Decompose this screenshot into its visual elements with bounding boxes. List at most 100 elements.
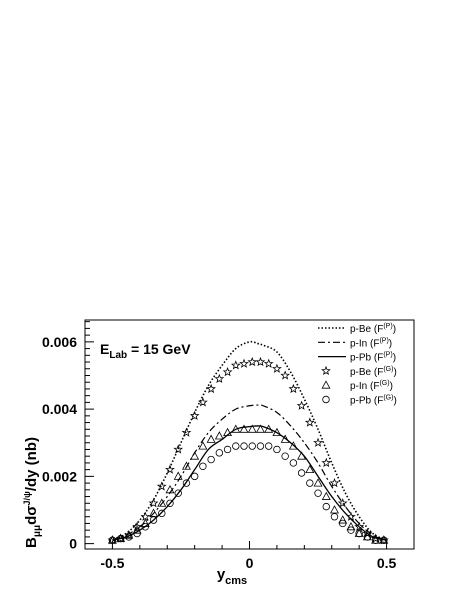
y-axis-label: BμμdσJ/ψ/dy (nb) (22, 437, 43, 548)
data-point (363, 533, 372, 541)
data-point (182, 479, 191, 487)
data-point (354, 521, 365, 531)
x-axis-label: ycms (217, 566, 247, 587)
data-point (346, 511, 356, 521)
y-tick-label: 0.002 (42, 468, 77, 484)
data-point (140, 511, 151, 521)
data-point (288, 383, 299, 394)
legend-marker-swatch (321, 365, 331, 376)
data-point (158, 509, 166, 518)
data-point (255, 356, 266, 367)
data-point (214, 373, 225, 383)
y-tick-label: 0.006 (42, 334, 77, 350)
data-point (321, 457, 332, 468)
legend-item: p-Be (F(P)) (318, 323, 396, 335)
legend: p-Be (F(P)) p-In (F(P)) p-Pb (F(P)) p-Be (F… (318, 323, 397, 407)
series-0 (112, 340, 387, 541)
data-point (198, 441, 208, 450)
data-point (306, 479, 314, 487)
legend-item: p-In (F(G)) (321, 380, 393, 392)
data-point (264, 424, 274, 433)
data-point (190, 451, 200, 460)
legend-label: p-In (F(P)) (350, 337, 392, 349)
series-line-0 (112, 340, 387, 541)
data-point (174, 489, 182, 497)
data-point (281, 452, 289, 460)
legend-label: p-Be (F(P)) (350, 323, 396, 335)
data-point (215, 449, 224, 457)
series-line-2 (112, 425, 387, 541)
data-point (232, 442, 240, 450)
data-point (355, 529, 363, 538)
series-layer (107, 340, 389, 545)
data-point (125, 533, 133, 541)
legend-label: p-Pb (F(P)) (350, 352, 396, 364)
data-point (305, 464, 315, 474)
y-tick-label: 0 (69, 536, 77, 552)
x-tick-label: 0 (246, 555, 254, 571)
data-point (199, 462, 207, 470)
data-point (380, 536, 388, 544)
data-point (321, 491, 331, 500)
data-point (339, 519, 347, 528)
data-point (207, 455, 215, 464)
series-1 (112, 404, 387, 541)
data-point (132, 525, 142, 534)
data-point (240, 442, 248, 450)
data-point (329, 477, 340, 488)
legend-label: p-Pb (F(G)) (350, 395, 397, 407)
series-2 (112, 425, 387, 541)
data-point (231, 424, 241, 433)
data-point (273, 445, 281, 454)
data-point (256, 442, 265, 450)
series-3 (107, 356, 389, 545)
data-point (108, 536, 117, 544)
legend-item: p-Pb (F(P)) (318, 352, 396, 364)
data-point (314, 489, 322, 497)
data-point (272, 363, 282, 373)
data-point (362, 528, 373, 538)
data-point (297, 469, 306, 477)
data-point (247, 424, 257, 433)
data-point (288, 441, 298, 450)
data-point (206, 383, 216, 394)
data-point (214, 431, 224, 440)
data-point (346, 521, 356, 531)
data-point (181, 461, 191, 470)
data-point (330, 513, 339, 521)
y-tick-label: 0.004 (42, 401, 77, 417)
data-point (247, 356, 258, 367)
data-point (156, 481, 167, 491)
series-4 (107, 424, 389, 544)
data-point (173, 444, 184, 454)
data-point (239, 358, 249, 368)
data-point (313, 478, 323, 487)
data-point (141, 523, 150, 531)
data-point (173, 471, 183, 480)
data-point (223, 427, 233, 437)
data-point (313, 437, 323, 447)
legend-item: p-In (F(P)) (318, 337, 392, 349)
data-point (222, 366, 233, 377)
data-point (371, 536, 380, 544)
energy-annotation: ELab = 15 GeV (100, 341, 191, 361)
legend-label: p-Be (F(G)) (350, 366, 397, 378)
data-point (166, 499, 174, 507)
data-point (239, 424, 249, 433)
data-point (206, 434, 216, 443)
data-point (264, 442, 273, 450)
data-point (157, 498, 167, 507)
data-point (133, 529, 141, 538)
data-point (123, 530, 134, 540)
data-point (347, 526, 355, 534)
data-point (223, 445, 232, 454)
data-point (132, 521, 142, 531)
data-point (337, 498, 348, 508)
x-axis-ticks: -0.5 0 0.5 (84, 541, 415, 571)
data-point (263, 358, 274, 368)
legend-item: p-Be (F(G)) (321, 365, 397, 378)
data-point (370, 533, 381, 543)
data-point (330, 505, 339, 514)
data-point (124, 530, 134, 539)
